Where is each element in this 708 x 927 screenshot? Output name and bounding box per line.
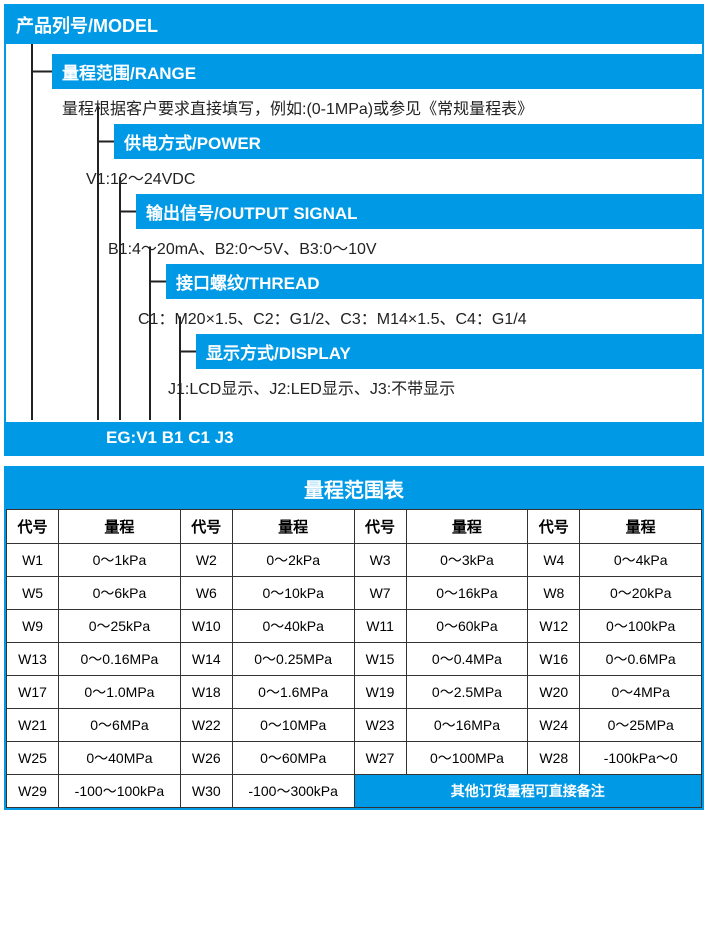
tree-row-content: 量程根据客户要求直接填写，例如:(0-1MPa)或参见《常规量程表》: [52, 89, 702, 124]
col-header-code: 代号: [180, 510, 232, 544]
model-header: 产品列号/MODEL: [6, 6, 702, 44]
range-cell: 0～4kPa: [580, 544, 702, 577]
code-cell: W18: [180, 676, 232, 709]
range-cell: 0～20kPa: [580, 577, 702, 610]
code-cell: W5: [7, 577, 59, 610]
tree-row: 输出信号/OUTPUT SIGNALB1:4～20mA、B2:0～5V、B3:0…: [136, 194, 702, 264]
tree-row-content: J1:LCD显示、J2:LED显示、J3:不带显示: [158, 369, 702, 404]
range-cell: 0～6kPa: [59, 577, 181, 610]
range-cell: 0～60MPa: [232, 742, 354, 775]
tree-row: 显示方式/DISPLAYJ1:LCD显示、J2:LED显示、J3:不带显示: [196, 334, 702, 404]
tree-row: 接口螺纹/THREADC1：M20×1.5、C2：G1/2、C3：M14×1.5…: [166, 264, 702, 334]
col-header-range: 量程: [232, 510, 354, 544]
range-cell: 0～2kPa: [232, 544, 354, 577]
code-cell: W9: [7, 610, 59, 643]
range-cell: 0～16MPa: [406, 709, 528, 742]
model-block: 产品列号/MODEL 量程范围/RANGE量程根据客户要求直接填写，例如:(0-…: [4, 4, 704, 456]
range-cell: 0～100MPa: [406, 742, 528, 775]
code-cell: W8: [528, 577, 580, 610]
range-cell: 0～0.6MPa: [580, 643, 702, 676]
tree-row-content: B1:4～20mA、B2:0～5V、B3:0～10V: [98, 229, 702, 264]
table-row: W130～0.16MPaW140～0.25MPaW150～0.4MPaW160～…: [7, 643, 702, 676]
code-cell: W6: [180, 577, 232, 610]
range-table: 代号量程代号量程代号量程代号量程W10～1kPaW20～2kPaW30～3kPa…: [6, 509, 702, 808]
code-cell: W13: [7, 643, 59, 676]
range-cell: 0～40MPa: [59, 742, 181, 775]
range-cell: 0～4MPa: [580, 676, 702, 709]
range-cell: -100～300kPa: [232, 775, 354, 808]
range-cell: 0～0.4MPa: [406, 643, 528, 676]
code-cell: W15: [354, 643, 406, 676]
range-table-block: 量程范围表 代号量程代号量程代号量程代号量程W10～1kPaW20～2kPaW3…: [4, 466, 704, 810]
range-cell: 0～25kPa: [59, 610, 181, 643]
tree-row: 量程范围/RANGE量程根据客户要求直接填写，例如:(0-1MPa)或参见《常规…: [52, 54, 702, 124]
range-cell: 0～3kPa: [406, 544, 528, 577]
table-row: W50～6kPaW60～10kPaW70～16kPaW80～20kPa: [7, 577, 702, 610]
code-cell: W26: [180, 742, 232, 775]
range-cell: 0～100kPa: [580, 610, 702, 643]
tree-row-header: 接口螺纹/THREAD: [166, 264, 702, 299]
col-header-range: 量程: [59, 510, 181, 544]
range-cell: -100kPa～0: [580, 742, 702, 775]
code-cell: W16: [528, 643, 580, 676]
table-row: W29-100～100kPaW30-100～300kPa其他订货量程可直接备注: [7, 775, 702, 808]
code-cell: W14: [180, 643, 232, 676]
range-cell: 0～25MPa: [580, 709, 702, 742]
col-header-range: 量程: [580, 510, 702, 544]
tree-row-header: 量程范围/RANGE: [52, 54, 702, 89]
tree-row-header: 供电方式/POWER: [114, 124, 702, 159]
range-cell: 0～1kPa: [59, 544, 181, 577]
table-row: W250～40MPaW260～60MPaW270～100MPaW28-100kP…: [7, 742, 702, 775]
code-cell: W3: [354, 544, 406, 577]
col-header-code: 代号: [354, 510, 406, 544]
range-cell: 0～0.16MPa: [59, 643, 181, 676]
range-note: 其他订货量程可直接备注: [354, 775, 702, 808]
range-cell: 0～0.25MPa: [232, 643, 354, 676]
code-cell: W27: [354, 742, 406, 775]
col-header-range: 量程: [406, 510, 528, 544]
code-cell: W28: [528, 742, 580, 775]
range-cell: 0～1.0MPa: [59, 676, 181, 709]
range-cell: 0～40kPa: [232, 610, 354, 643]
table-row: W170～1.0MPaW180～1.6MPaW190～2.5MPaW200～4M…: [7, 676, 702, 709]
code-cell: W17: [7, 676, 59, 709]
code-cell: W30: [180, 775, 232, 808]
tree-row: 供电方式/POWERV1:12～24VDC: [114, 124, 702, 194]
code-cell: W19: [354, 676, 406, 709]
range-cell: 0～1.6MPa: [232, 676, 354, 709]
code-cell: W2: [180, 544, 232, 577]
col-header-code: 代号: [528, 510, 580, 544]
code-cell: W23: [354, 709, 406, 742]
code-cell: W4: [528, 544, 580, 577]
table-row: W90～25kPaW100～40kPaW110～60kPaW120～100kPa: [7, 610, 702, 643]
range-table-title: 量程范围表: [6, 468, 702, 509]
range-cell: -100～100kPa: [59, 775, 181, 808]
col-header-code: 代号: [7, 510, 59, 544]
range-cell: 0～10kPa: [232, 577, 354, 610]
range-cell: 0～60kPa: [406, 610, 528, 643]
code-cell: W20: [528, 676, 580, 709]
range-cell: 0～16kPa: [406, 577, 528, 610]
code-cell: W11: [354, 610, 406, 643]
table-row: W210～6MPaW220～10MPaW230～16MPaW240～25MPa: [7, 709, 702, 742]
tree-row-header: 输出信号/OUTPUT SIGNAL: [136, 194, 702, 229]
code-cell: W29: [7, 775, 59, 808]
example-bar: EG:V1 B1 C1 J3: [6, 422, 702, 454]
code-cell: W22: [180, 709, 232, 742]
tree-row-header: 显示方式/DISPLAY: [196, 334, 702, 369]
range-cell: 0～2.5MPa: [406, 676, 528, 709]
tree-row-content: C1：M20×1.5、C2：G1/2、C3：M14×1.5、C4：G1/4: [128, 299, 702, 334]
code-cell: W21: [7, 709, 59, 742]
code-cell: W1: [7, 544, 59, 577]
model-tree: 量程范围/RANGE量程根据客户要求直接填写，例如:(0-1MPa)或参见《常规…: [6, 44, 702, 422]
code-cell: W7: [354, 577, 406, 610]
range-cell: 0～6MPa: [59, 709, 181, 742]
range-cell: 0～10MPa: [232, 709, 354, 742]
code-cell: W24: [528, 709, 580, 742]
table-row: W10～1kPaW20～2kPaW30～3kPaW40～4kPa: [7, 544, 702, 577]
tree-row-content: V1:12～24VDC: [76, 159, 702, 194]
code-cell: W10: [180, 610, 232, 643]
code-cell: W12: [528, 610, 580, 643]
code-cell: W25: [7, 742, 59, 775]
